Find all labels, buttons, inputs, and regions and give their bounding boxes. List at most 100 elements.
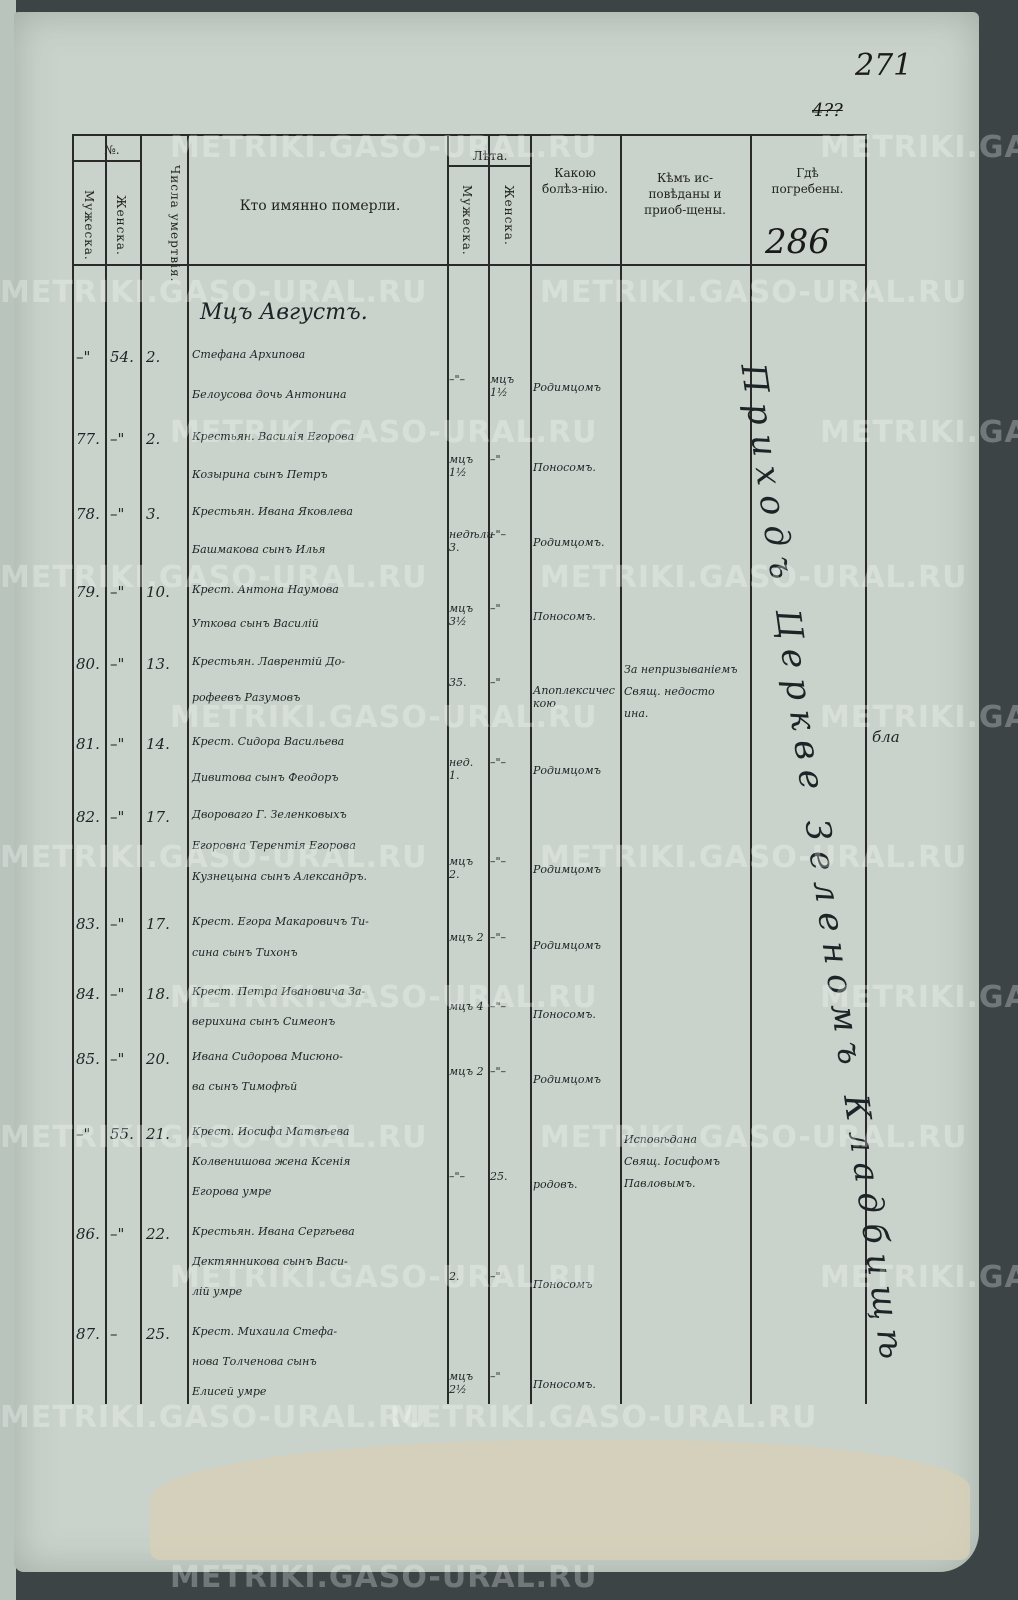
entry-female-number: –" bbox=[110, 655, 125, 673]
entry-confessed-by: Свящ. недосто bbox=[624, 685, 715, 698]
register-page bbox=[14, 12, 979, 1572]
col-border bbox=[447, 134, 449, 1404]
entry-name-line: лій умре bbox=[192, 1285, 243, 1298]
no-subheader-line bbox=[74, 160, 142, 162]
entry-death-date: 25. bbox=[146, 1325, 170, 1343]
margin-note: бла bbox=[872, 728, 900, 746]
entry-female-number: –" bbox=[110, 505, 125, 523]
entry-female-number: –" bbox=[110, 808, 125, 826]
entry-age-female: –" bbox=[490, 1370, 501, 1383]
header-disease: Какою болѣз-нію. bbox=[541, 166, 608, 197]
entry-name-line: Ивана Сидорова Мисюно- bbox=[192, 1050, 343, 1063]
entry-disease: Поносомъ. bbox=[533, 461, 596, 474]
col-border bbox=[620, 134, 622, 1404]
entry-death-date: 3. bbox=[146, 505, 161, 523]
entry-name-line: верихина сынъ Симеонъ bbox=[192, 1015, 336, 1028]
entry-name-line: Дивитова сынъ Феодоръ bbox=[192, 771, 339, 784]
entry-female-number: 55. bbox=[110, 1125, 134, 1143]
header-age-male: Мужеска. bbox=[460, 185, 474, 256]
col-border bbox=[187, 134, 189, 1404]
entry-name-line: Крестьян. Василія Егорова bbox=[192, 430, 355, 443]
entry-age-female: –"– bbox=[490, 756, 507, 769]
entry-female-number: –" bbox=[110, 915, 125, 933]
entry-name-line: Белоусова дочь Антонина bbox=[192, 388, 347, 401]
entry-disease: Поносомъ. bbox=[533, 1008, 596, 1021]
header-age: Лѣта. bbox=[450, 148, 530, 164]
header-name: Кто имянно померли. bbox=[239, 198, 401, 214]
entry-name-line: Крест. Сидора Васильева bbox=[192, 735, 345, 748]
entry-male-number: –" bbox=[76, 348, 91, 366]
entry-name-line: Крест. Михаила Стефа- bbox=[192, 1325, 338, 1338]
entry-name-line: нова Толченова сынъ bbox=[192, 1355, 317, 1368]
entry-disease: Родимцомъ bbox=[533, 1073, 601, 1086]
entry-age-female: 25. bbox=[490, 1170, 508, 1183]
entry-name-line: Колвенишова жена Ксенія bbox=[192, 1155, 351, 1168]
entry-age-male: –"– bbox=[449, 373, 466, 386]
entry-male-number: 87. bbox=[76, 1325, 100, 1343]
entry-name-line: Егоровна Терентія Егорова bbox=[192, 839, 356, 852]
old-page-number: 4?? bbox=[812, 100, 843, 121]
entry-name-line: Крест. Егора Макаровичъ Ти- bbox=[192, 915, 369, 928]
col-border bbox=[72, 134, 74, 1404]
col-border bbox=[530, 134, 532, 1404]
entry-female-number: –" bbox=[110, 583, 125, 601]
entry-female-number: –" bbox=[110, 985, 125, 1003]
entry-age-male: мцъ 2. bbox=[449, 855, 474, 881]
header-no-female: Женска. bbox=[114, 195, 128, 256]
entry-death-date: 2. bbox=[146, 430, 161, 448]
header-confessed: Кѣмъ ис-повѣданы и приоб-щены. bbox=[644, 171, 726, 218]
entry-name-line: Крестьян. Ивана Сергѣева bbox=[192, 1225, 355, 1238]
entry-name-line: Козырина сынъ Петръ bbox=[192, 468, 328, 481]
entry-age-female: –"– bbox=[490, 855, 507, 868]
entry-name-line: Елисей умре bbox=[192, 1385, 267, 1398]
header-bottom-border bbox=[72, 264, 867, 266]
entry-age-male: 2. bbox=[449, 1270, 460, 1283]
entry-male-number: 83. bbox=[76, 915, 100, 933]
col-border bbox=[488, 134, 490, 1404]
adjacent-page-edge bbox=[0, 0, 16, 1600]
entry-name-line: Стефана Архипова bbox=[192, 348, 306, 361]
entry-male-number: 80. bbox=[76, 655, 100, 673]
entry-male-number: 79. bbox=[76, 583, 100, 601]
entry-name-line: Кузнецына сынъ Александръ. bbox=[192, 870, 367, 883]
entry-age-male: –"– bbox=[449, 1170, 466, 1183]
header-buried: Гдѣ погребены. bbox=[771, 166, 844, 197]
entry-death-date: 14. bbox=[146, 735, 170, 753]
entry-female-number: – bbox=[110, 1325, 118, 1343]
header-no-male: Мужеска. bbox=[82, 190, 96, 261]
entry-disease: Родимцомъ bbox=[533, 863, 601, 876]
entry-death-date: 18. bbox=[146, 985, 170, 1003]
entry-death-date: 17. bbox=[146, 808, 170, 826]
entry-disease: Поносомъ. bbox=[533, 1378, 596, 1391]
entry-age-female: –" bbox=[490, 453, 501, 466]
entry-age-female: –"– bbox=[490, 1065, 507, 1078]
worn-paper-edge bbox=[150, 1440, 970, 1560]
entry-disease: Родимцомъ. bbox=[533, 536, 605, 549]
entry-death-date: 13. bbox=[146, 655, 170, 673]
entry-age-male: мцъ 2 bbox=[449, 1065, 484, 1078]
entry-age-female: мцъ 1½ bbox=[490, 373, 515, 399]
entry-male-number: 77. bbox=[76, 430, 100, 448]
entry-age-male: мцъ 1½ bbox=[449, 453, 474, 479]
entry-disease: родовъ. bbox=[533, 1178, 578, 1191]
col-border bbox=[750, 134, 752, 1404]
entry-age-male: недѣли 3. bbox=[449, 528, 494, 554]
entry-disease: Поносомъ. bbox=[533, 610, 596, 623]
entry-age-male: мцъ 4 bbox=[449, 1000, 484, 1013]
col-border bbox=[865, 134, 867, 1404]
entry-male-number: 78. bbox=[76, 505, 100, 523]
month-heading: Мцъ Августъ. bbox=[200, 300, 368, 325]
entry-disease: Апоплексическою bbox=[533, 684, 615, 710]
entry-disease: Родимцомъ bbox=[533, 939, 601, 952]
entry-death-date: 2. bbox=[146, 348, 161, 366]
entry-male-number: 86. bbox=[76, 1225, 100, 1243]
entry-male-number: –" bbox=[76, 1125, 91, 1143]
entry-age-female: –"– bbox=[490, 1000, 507, 1013]
entry-age-male: мцъ 3½ bbox=[449, 602, 474, 628]
entry-male-number: 84. bbox=[76, 985, 100, 1003]
entry-age-male: нед. 1. bbox=[449, 756, 474, 782]
entry-female-number: 54. bbox=[110, 348, 134, 366]
entry-age-female: –"– bbox=[490, 528, 507, 541]
entry-death-date: 17. bbox=[146, 915, 170, 933]
header-no: №. bbox=[104, 143, 120, 157]
